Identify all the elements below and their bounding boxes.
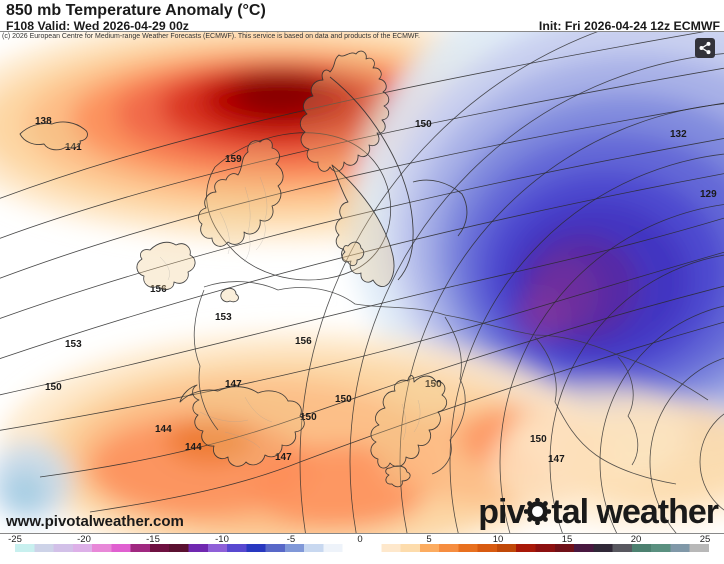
svg-text:129: 129 <box>700 189 717 200</box>
svg-text:153: 153 <box>215 312 232 323</box>
svg-text:144: 144 <box>185 442 202 453</box>
svg-text:132: 132 <box>670 129 687 140</box>
svg-text:153: 153 <box>65 339 82 350</box>
svg-text:156: 156 <box>295 336 312 347</box>
svg-text:150: 150 <box>45 382 62 393</box>
svg-text:144: 144 <box>155 424 172 435</box>
svg-text:150: 150 <box>415 119 432 130</box>
svg-text:150: 150 <box>335 394 352 405</box>
svg-text:150: 150 <box>530 434 547 445</box>
svg-text:147: 147 <box>548 454 565 465</box>
svg-text:159: 159 <box>225 154 242 165</box>
